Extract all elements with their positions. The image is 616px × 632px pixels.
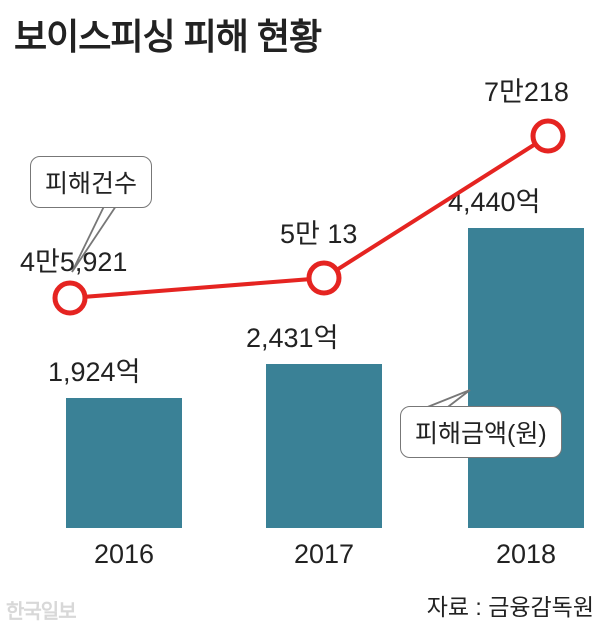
watermark: 한국일보 bbox=[6, 595, 76, 624]
line-marker-2016 bbox=[55, 283, 85, 313]
bar-2018 bbox=[468, 228, 584, 528]
line-marker-2018 bbox=[533, 121, 563, 151]
year-label-2018: 2018 bbox=[468, 539, 584, 570]
chart-title: 보이스피싱 피해 현황 bbox=[14, 8, 321, 60]
bar-value-2018: 4,440억 bbox=[448, 180, 540, 219]
bar-2017 bbox=[266, 364, 382, 528]
bar-2016 bbox=[66, 398, 182, 528]
line-value-2017: 5만 13 bbox=[280, 212, 357, 251]
bar-value-2017: 2,431억 bbox=[246, 316, 338, 355]
year-label-2016: 2016 bbox=[66, 539, 182, 570]
source-label: 자료 : 금융감독원 bbox=[427, 588, 594, 622]
year-label-2017: 2017 bbox=[266, 539, 382, 570]
callout-line-label: 피해건수 bbox=[30, 156, 152, 208]
callout-bar-label: 피해금액(원) bbox=[400, 406, 562, 458]
line-value-2016: 4만5,921 bbox=[20, 240, 127, 279]
callout-line-text: 피해건수 bbox=[45, 170, 137, 198]
line-value-2018: 7만218 bbox=[484, 70, 569, 109]
bar-value-2016: 1,924억 bbox=[48, 350, 140, 389]
callout-bar-text: 피해금액(원) bbox=[415, 420, 547, 448]
line-marker-2017 bbox=[309, 263, 339, 293]
chart-area: 1,924억 2,431억 4,440억 2016 2017 2018 4만5,… bbox=[0, 60, 616, 570]
